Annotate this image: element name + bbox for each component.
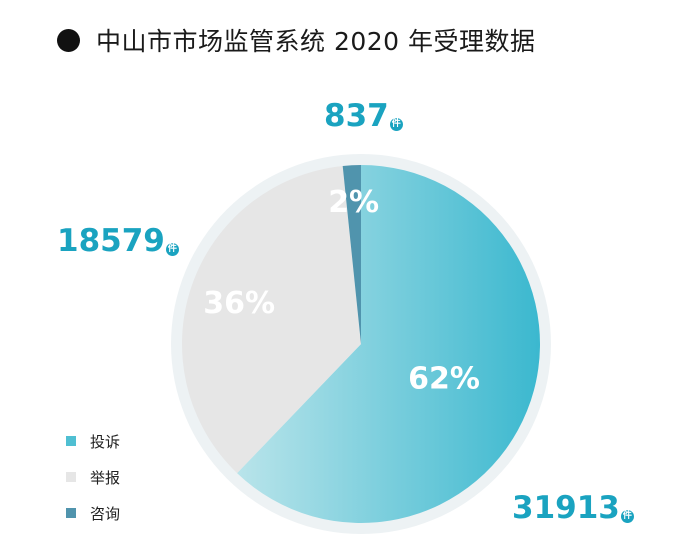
- percent-label-complaint: 62%: [408, 361, 480, 396]
- legend-item-consult: 咨询: [66, 503, 120, 523]
- title-text: 中山市市场监管系统 2020 年受理数据: [96, 27, 536, 56]
- slice-report: [182, 165, 361, 474]
- legend-label: 投诉: [90, 432, 121, 451]
- legend-swatch: [66, 436, 76, 446]
- value-label-report: 18579 件: [57, 223, 179, 259]
- slice-complaint: [237, 165, 540, 523]
- chart-title: 中山市市场监管系统 2020 年受理数据: [57, 22, 536, 58]
- legend-item-report: 举报: [66, 467, 120, 487]
- slice-consult: [342, 165, 361, 344]
- legend-label: 咨询: [90, 504, 121, 523]
- legend: 投诉 举报 咨询: [66, 431, 120, 539]
- value-label-complaint: 31913 件: [512, 490, 634, 526]
- legend-item-complaint: 投诉: [66, 431, 120, 451]
- legend-swatch: [66, 508, 76, 518]
- legend-swatch: [66, 472, 76, 482]
- title-bullet-icon: [57, 28, 80, 52]
- value-label-consult: 837 件: [324, 98, 403, 134]
- percent-label-report: 36%: [203, 286, 275, 321]
- percent-label-consult: 2%: [328, 185, 379, 220]
- legend-label: 举报: [90, 468, 121, 487]
